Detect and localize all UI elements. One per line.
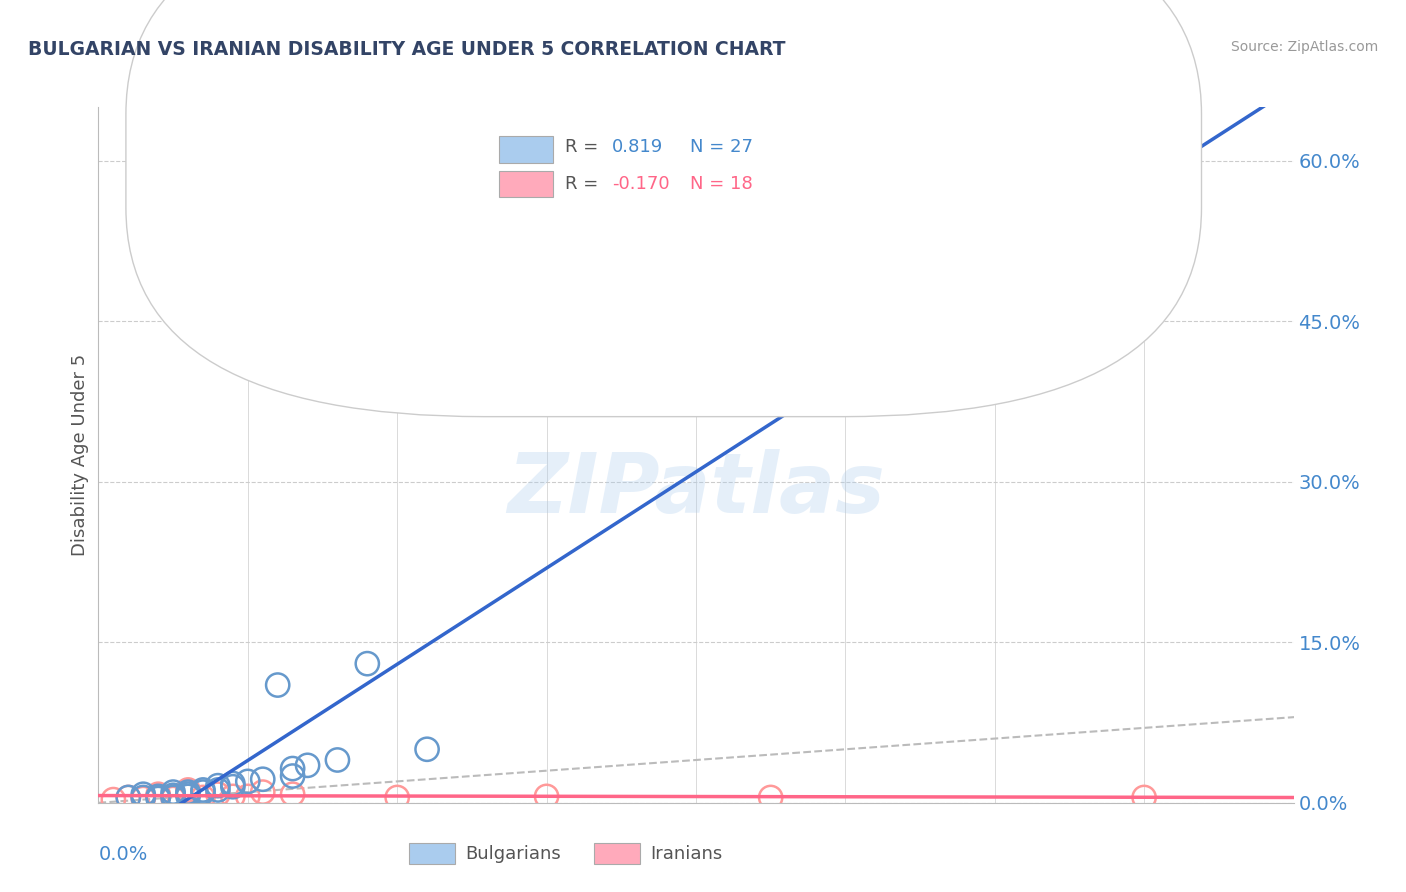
Point [191,783,214,797]
Point [1133,790,1156,805]
Y-axis label: Disability Age Under 5: Disability Age Under 5 [70,354,89,556]
Point [117,790,139,805]
Point [236,774,259,789]
Point [207,787,229,801]
Point [177,789,200,804]
Point [177,783,200,797]
Point [222,776,245,790]
Text: Source: ZipAtlas.com: Source: ZipAtlas.com [1230,40,1378,54]
Text: BULGARIAN VS IRANIAN DISABILITY AGE UNDER 5 CORRELATION CHART: BULGARIAN VS IRANIAN DISABILITY AGE UNDE… [28,40,786,59]
Point [236,789,259,804]
Point [148,787,170,801]
Text: R =: R = [565,175,603,193]
Point [267,678,290,692]
FancyBboxPatch shape [499,136,553,162]
Point [177,785,200,799]
Text: ZIPatlas: ZIPatlas [508,450,884,530]
Point [191,785,214,799]
Point [207,779,229,793]
Point [177,785,200,799]
Point [416,742,439,756]
Point [148,789,170,804]
FancyBboxPatch shape [409,843,454,864]
Point [326,753,349,767]
Point [177,787,200,801]
Point [536,789,558,804]
Point [103,792,125,806]
Point [356,657,378,671]
Text: -0.170: -0.170 [613,175,669,193]
Text: 0.0%: 0.0% [98,845,148,863]
Point [132,791,155,805]
Point [222,780,245,794]
Point [148,791,170,805]
Point [162,791,184,805]
FancyBboxPatch shape [595,843,640,864]
Point [162,789,184,803]
Point [252,785,274,799]
Point [297,758,319,772]
FancyBboxPatch shape [499,171,553,197]
Point [222,789,245,804]
Point [252,772,274,787]
Text: N = 27: N = 27 [690,138,754,156]
Text: Iranians: Iranians [651,845,723,863]
Text: 0.819: 0.819 [613,138,664,156]
Point [132,790,155,805]
Point [162,785,184,799]
Point [385,790,409,805]
Point [640,384,662,398]
Point [281,769,304,783]
Point [281,762,304,776]
Point [162,790,184,805]
Text: N = 18: N = 18 [690,175,752,193]
Point [148,789,170,804]
Point [191,790,214,805]
Point [207,783,229,797]
Point [759,790,782,805]
Text: Bulgarians: Bulgarians [465,845,561,863]
Point [132,787,155,801]
Point [281,787,304,801]
FancyBboxPatch shape [127,0,1202,417]
Text: R =: R = [565,138,603,156]
Point [117,790,139,805]
